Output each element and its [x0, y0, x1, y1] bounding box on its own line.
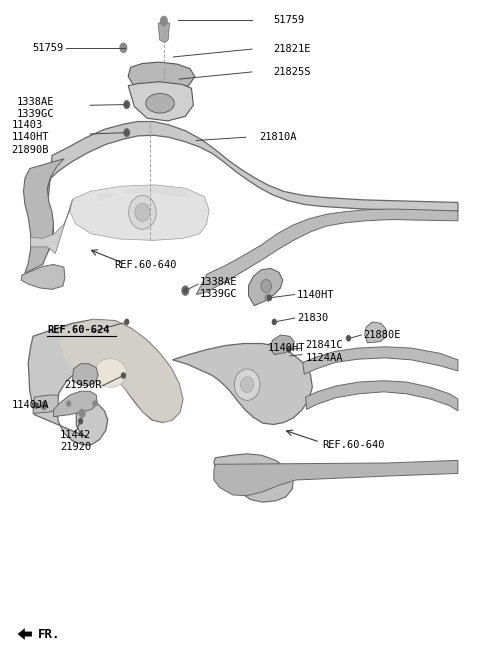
- Text: 1140HT: 1140HT: [267, 343, 305, 353]
- Polygon shape: [31, 199, 72, 254]
- Circle shape: [124, 101, 130, 108]
- Circle shape: [93, 401, 97, 406]
- Text: 11403
1140HT
21890B: 11403 1140HT 21890B: [12, 120, 49, 154]
- Polygon shape: [70, 185, 209, 240]
- Circle shape: [182, 286, 189, 295]
- Text: 1338AE
1339GC: 1338AE 1339GC: [16, 97, 54, 119]
- Ellipse shape: [135, 203, 150, 221]
- Circle shape: [121, 373, 125, 378]
- Circle shape: [124, 129, 130, 137]
- Text: 51759: 51759: [33, 43, 64, 53]
- Circle shape: [125, 102, 129, 107]
- Text: 21841C
1124AA: 21841C 1124AA: [306, 340, 343, 363]
- Polygon shape: [306, 380, 458, 411]
- Polygon shape: [28, 319, 183, 445]
- Text: 1140HT: 1140HT: [297, 290, 335, 300]
- Circle shape: [41, 401, 47, 409]
- Circle shape: [287, 347, 291, 352]
- Polygon shape: [58, 319, 183, 422]
- Ellipse shape: [95, 359, 127, 387]
- Text: 21825S: 21825S: [273, 67, 311, 77]
- Circle shape: [125, 130, 129, 135]
- Polygon shape: [33, 395, 58, 413]
- Polygon shape: [128, 62, 195, 89]
- Polygon shape: [214, 454, 293, 502]
- Polygon shape: [214, 461, 458, 495]
- Circle shape: [79, 409, 85, 417]
- Text: 21821E: 21821E: [273, 44, 311, 54]
- Ellipse shape: [146, 93, 174, 113]
- Polygon shape: [158, 23, 169, 43]
- Ellipse shape: [261, 279, 271, 292]
- Circle shape: [267, 295, 271, 300]
- Ellipse shape: [240, 377, 254, 392]
- Polygon shape: [128, 81, 193, 121]
- Text: 21830: 21830: [297, 313, 328, 323]
- Circle shape: [183, 288, 187, 293]
- Text: 21880E: 21880E: [364, 330, 401, 340]
- Polygon shape: [21, 265, 65, 289]
- Ellipse shape: [129, 195, 156, 229]
- Text: FR.: FR.: [38, 627, 60, 641]
- Text: 11442
21920: 11442 21920: [60, 430, 92, 452]
- Text: 21950R: 21950R: [64, 380, 101, 390]
- Polygon shape: [172, 344, 312, 424]
- Polygon shape: [53, 391, 97, 417]
- Circle shape: [67, 401, 71, 406]
- Circle shape: [160, 16, 167, 26]
- Text: 51759: 51759: [273, 15, 304, 26]
- Text: REF.60-624: REF.60-624: [48, 325, 110, 336]
- Circle shape: [79, 419, 83, 424]
- Polygon shape: [43, 122, 458, 265]
- Polygon shape: [24, 159, 64, 273]
- Text: 21810A: 21810A: [259, 132, 297, 142]
- Circle shape: [272, 319, 276, 325]
- Circle shape: [265, 294, 270, 301]
- Polygon shape: [365, 322, 386, 343]
- Ellipse shape: [234, 369, 260, 400]
- Text: 1338AE
1339GC: 1338AE 1339GC: [200, 277, 237, 299]
- Polygon shape: [97, 186, 188, 201]
- Polygon shape: [249, 269, 283, 306]
- Text: 1140JA: 1140JA: [12, 400, 49, 410]
- Circle shape: [120, 43, 127, 53]
- Polygon shape: [303, 347, 458, 374]
- Polygon shape: [196, 209, 458, 294]
- Text: REF.60-640: REF.60-640: [114, 260, 177, 269]
- Polygon shape: [72, 364, 98, 386]
- Circle shape: [347, 336, 350, 341]
- Polygon shape: [270, 335, 294, 355]
- Circle shape: [35, 403, 38, 408]
- Circle shape: [125, 319, 129, 325]
- Text: REF.60-640: REF.60-640: [322, 440, 384, 449]
